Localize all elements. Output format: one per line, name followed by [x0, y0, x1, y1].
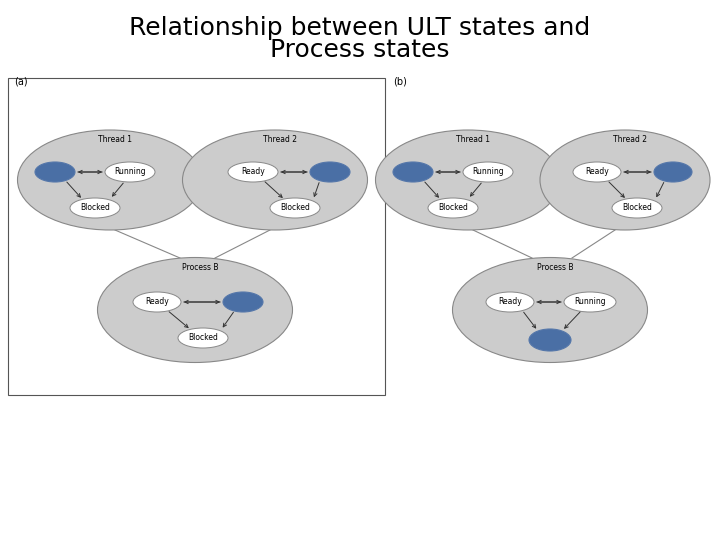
Bar	[8, 78, 385, 395]
Ellipse shape	[133, 292, 181, 312]
Ellipse shape	[654, 162, 692, 182]
Text: Relationship between ULT states and: Relationship between ULT states and	[130, 16, 590, 40]
Ellipse shape	[612, 198, 662, 218]
Text: Thread 2: Thread 2	[263, 134, 297, 144]
Text: Blocked: Blocked	[280, 204, 310, 213]
Text: Ready: Ready	[498, 298, 522, 307]
Ellipse shape	[35, 162, 75, 182]
Ellipse shape	[486, 292, 534, 312]
Ellipse shape	[452, 258, 647, 362]
Ellipse shape	[182, 130, 367, 230]
Ellipse shape	[97, 258, 292, 362]
Text: Blocked: Blocked	[80, 204, 110, 213]
Ellipse shape	[70, 198, 120, 218]
Text: Process B: Process B	[536, 262, 573, 272]
Ellipse shape	[105, 162, 155, 182]
Text: Running: Running	[574, 298, 606, 307]
Text: Ready: Ready	[585, 167, 609, 177]
Text: Thread 1: Thread 1	[98, 134, 132, 144]
Ellipse shape	[428, 198, 478, 218]
Ellipse shape	[564, 292, 616, 312]
Ellipse shape	[310, 162, 350, 182]
Ellipse shape	[573, 162, 621, 182]
Ellipse shape	[463, 162, 513, 182]
Ellipse shape	[223, 292, 263, 312]
Text: (b): (b)	[393, 77, 407, 87]
Ellipse shape	[228, 162, 278, 182]
Text: Ready: Ready	[241, 167, 265, 177]
Ellipse shape	[178, 328, 228, 348]
Text: Running: Running	[472, 167, 504, 177]
Text: Process states: Process states	[270, 38, 450, 62]
Ellipse shape	[376, 130, 560, 230]
Text: (a): (a)	[14, 77, 27, 87]
Text: Blocked: Blocked	[188, 334, 218, 342]
Ellipse shape	[540, 130, 710, 230]
Ellipse shape	[17, 130, 202, 230]
Ellipse shape	[270, 198, 320, 218]
Text: Process B: Process B	[181, 262, 218, 272]
Text: Running: Running	[114, 167, 146, 177]
Text: Blocked: Blocked	[622, 204, 652, 213]
Text: Thread 1: Thread 1	[456, 134, 490, 144]
Ellipse shape	[529, 329, 571, 351]
Text: Blocked: Blocked	[438, 204, 468, 213]
Ellipse shape	[393, 162, 433, 182]
Text: Thread 2: Thread 2	[613, 134, 647, 144]
Text: Ready: Ready	[145, 298, 169, 307]
